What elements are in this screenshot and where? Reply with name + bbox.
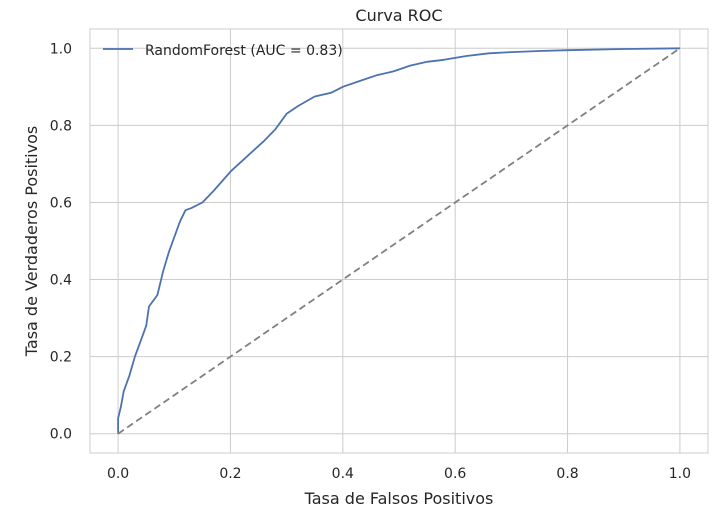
x-tick-label: 0.8	[556, 466, 578, 482]
x-axis-label: Tasa de Falsos Positivos	[304, 489, 494, 508]
chance-diagonal-line	[117, 47, 681, 435]
series-group	[117, 47, 681, 435]
x-tick-label: 0.0	[107, 466, 129, 482]
x-tick-labels: 0.0 0.2 0.4 0.6 0.8 1.0	[107, 466, 691, 482]
legend-label-randomforest: RandomForest (AUC = 0.83)	[145, 43, 343, 59]
plot-frame	[89, 28, 709, 454]
y-axis-label: Tasa de Verdaderos Positivos	[22, 126, 41, 357]
x-tick-label: 1.0	[669, 466, 691, 482]
y-tick-label: 1.0	[50, 41, 72, 57]
grid-lines	[90, 29, 708, 453]
y-tick-label: 0.4	[50, 273, 72, 289]
legend: RandomForest (AUC = 0.83)	[103, 43, 343, 59]
x-tick-label: 0.6	[444, 466, 466, 482]
y-tick-label: 0.6	[50, 195, 72, 211]
y-tick-labels: 0.0 0.2 0.4 0.6 0.8 1.0	[50, 41, 72, 442]
roc-curve-randomforest	[117, 47, 680, 434]
y-tick-label: 0.0	[50, 427, 72, 443]
chart-title: Curva ROC	[355, 6, 442, 25]
x-tick-label: 0.2	[219, 466, 241, 482]
x-tick-label: 0.4	[332, 466, 354, 482]
y-tick-label: 0.8	[50, 118, 72, 134]
y-tick-label: 0.2	[50, 350, 72, 366]
